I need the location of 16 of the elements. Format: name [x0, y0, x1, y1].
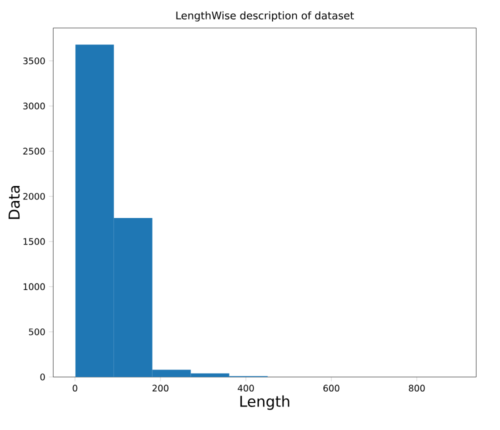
y-tick-label: 1500 — [24, 238, 45, 245]
y-tick-label: 1000 — [24, 283, 45, 290]
y-tick-label: 2500 — [23, 148, 45, 155]
x-tick-label: 600 — [323, 384, 340, 392]
x-tick-label: 400 — [238, 384, 254, 392]
y-tick-label: 3500 — [23, 57, 45, 64]
y-tick-label: 500 — [29, 328, 45, 336]
x-tick-label: 800 — [408, 384, 425, 392]
y-tick-label: 0 — [40, 374, 45, 380]
y-tick-label: 3000 — [23, 102, 45, 110]
chart-title: LengthWise description of dataset — [176, 11, 354, 22]
x-axis-title: Length — [240, 395, 290, 410]
y-axis-title: Data — [8, 186, 20, 219]
x-tick-label: 200 — [152, 384, 168, 392]
x-tick-label: 0 — [72, 384, 78, 392]
y-tick-label: 2000 — [23, 192, 45, 200]
